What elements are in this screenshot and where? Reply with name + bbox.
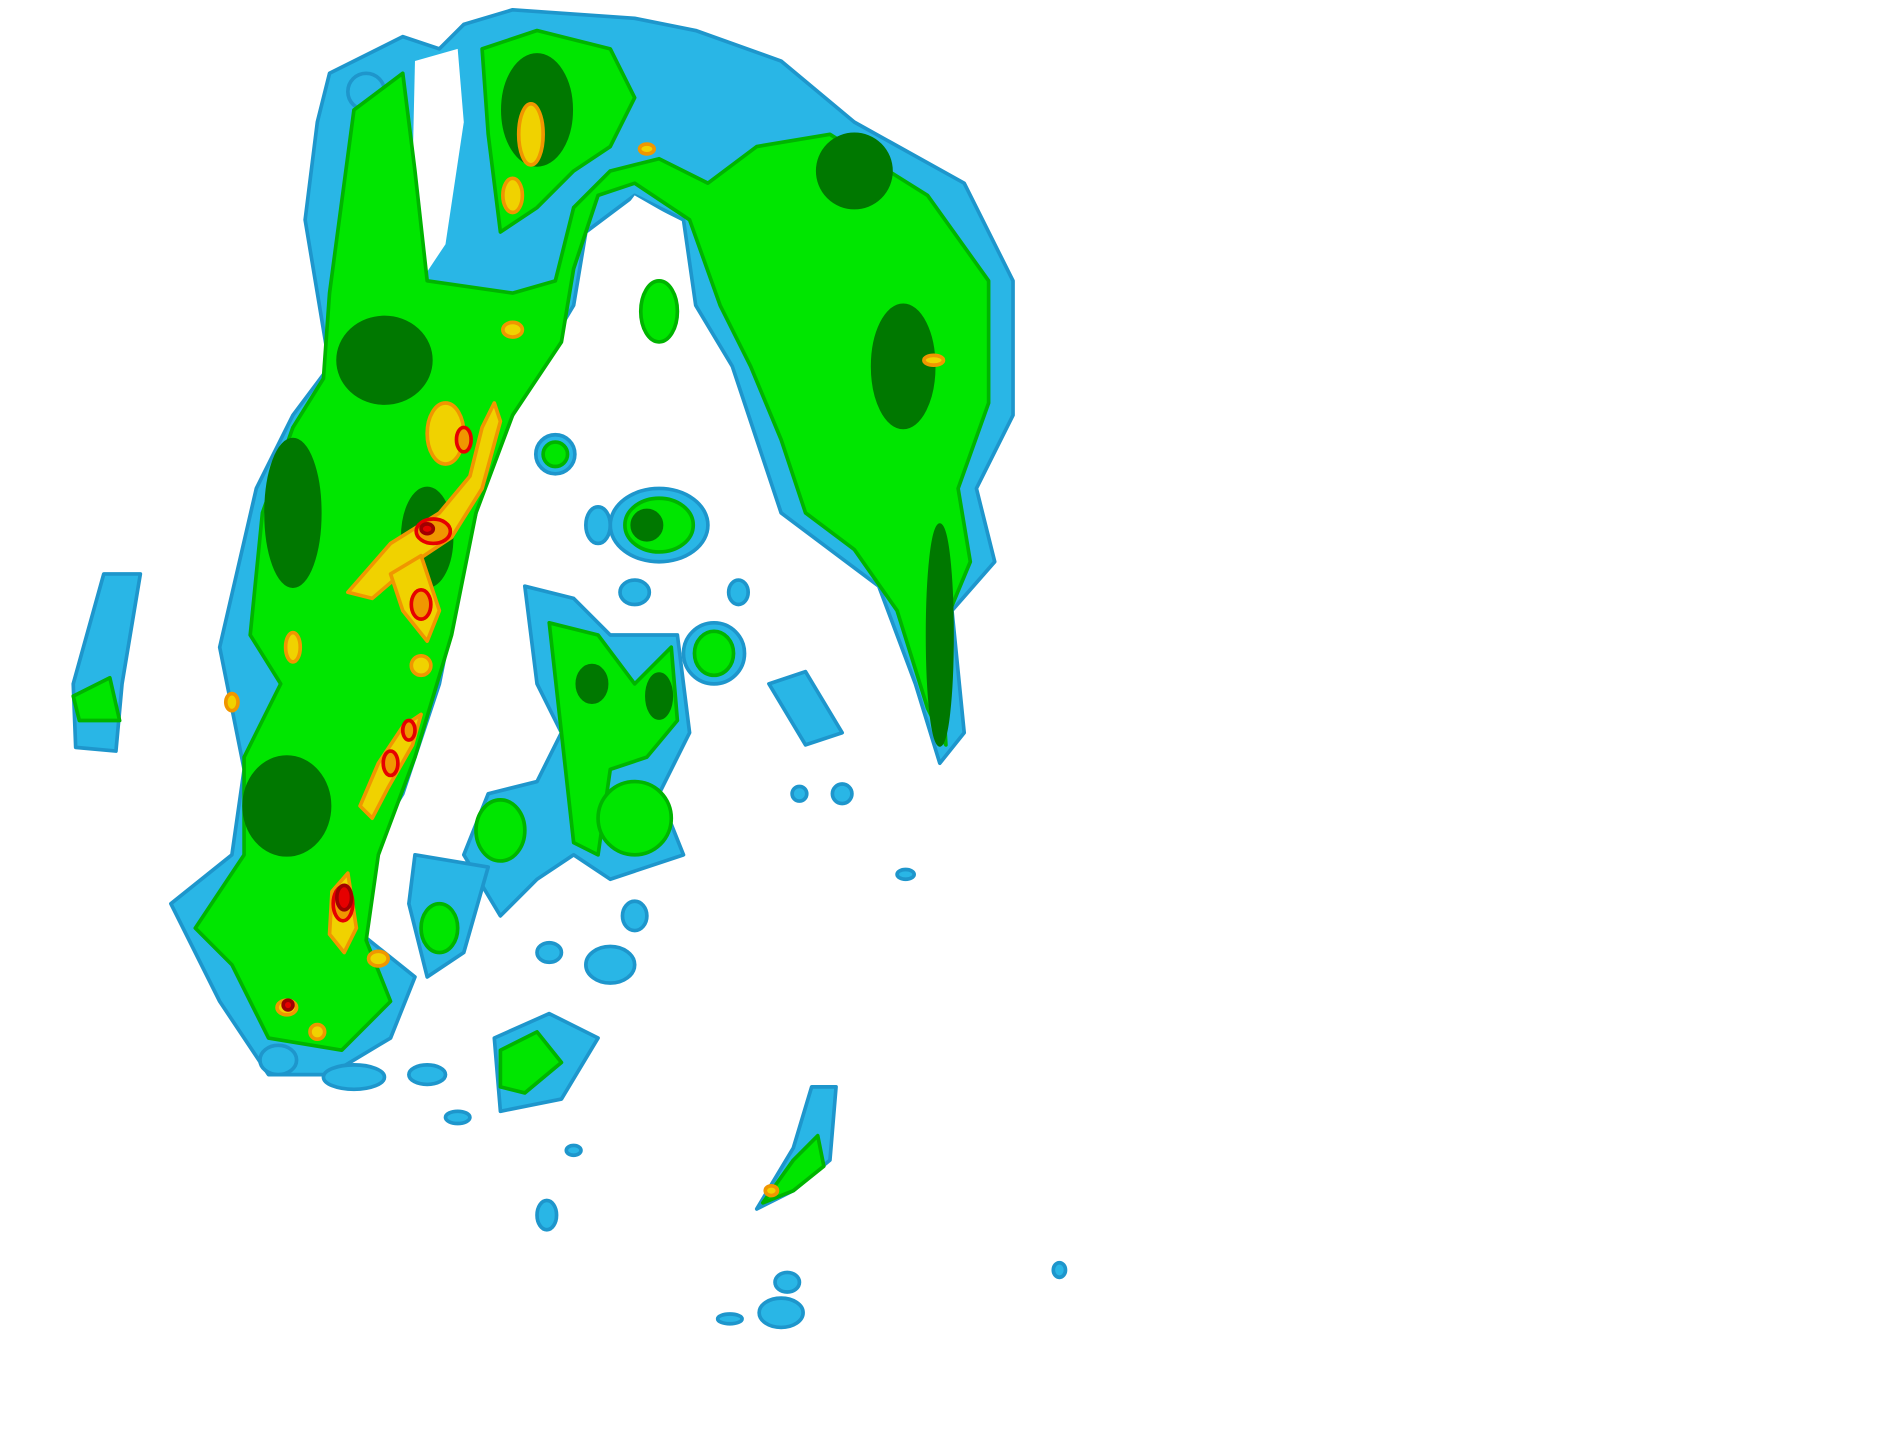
echo-red — [281, 522, 436, 1012]
echo-dark-green — [242, 53, 954, 857]
